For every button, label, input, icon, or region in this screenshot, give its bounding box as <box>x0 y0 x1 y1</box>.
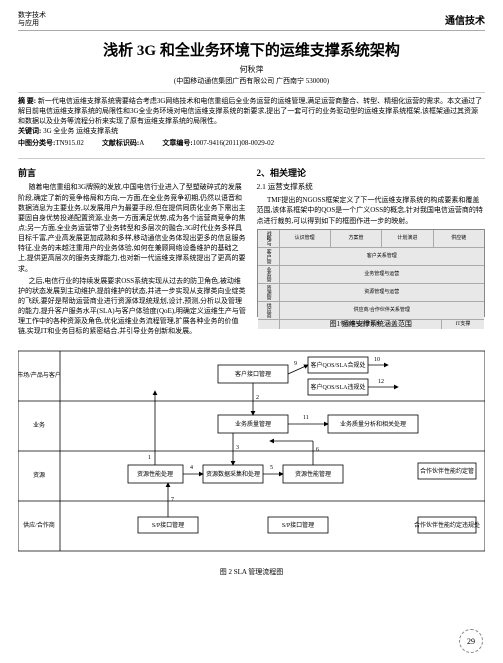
fig1-cell: 认识管理 <box>280 230 331 247</box>
clc: 中图分类号:TN915.02 <box>18 139 84 149</box>
fig1-cell: 客户管 <box>258 248 280 265</box>
header-category: 通信技术 <box>445 12 485 27</box>
s2-p1: TMF提出的NGOSS框架定义了下一代运维支撑系统的构成要素和覆盖范围,该体系框… <box>257 195 486 225</box>
page-header: 数字技术 与应用 通信技术 <box>18 12 485 31</box>
fig1-cell: 供应链 <box>434 230 484 247</box>
fig1-cell: 客户关系管理 <box>280 248 485 265</box>
svg-text:客户接口管理: 客户接口管理 <box>235 370 271 378</box>
keywords-text: 3G 全业务 运维支撑系统 <box>43 127 118 135</box>
svg-text:1: 1 <box>148 455 151 461</box>
svg-text:业务质量管理: 业务质量管理 <box>235 420 271 428</box>
svg-text:S/P接口管理: S/P接口管理 <box>282 521 314 529</box>
svg-text:2: 2 <box>256 395 259 401</box>
author-name: 何秋萍 <box>18 64 485 75</box>
fig1-cell: IT支撑 <box>442 320 484 329</box>
right-column: 2、相关理论 2.1 运营支撑系统 TMF提出的NGOSS框架定义了下一代运维支… <box>257 163 486 338</box>
fig1-cell: 供应商/合作伙伴关系管理 <box>280 302 485 319</box>
article-id: 文章编号:1007-9416(2011)08-0029-02 <box>162 139 274 149</box>
svg-text:S/P接口管理: S/P接口管理 <box>152 521 184 529</box>
svg-text:7: 7 <box>171 497 174 503</box>
section-2-1: 2.1 运营支撑系统 <box>257 182 486 193</box>
fig1-cell: 计划演进 <box>382 230 433 247</box>
abstract-block: 摘 要: 新一代电信运维支撑系统需要结合考虑3G网络技术和电信重组后全业务运营的… <box>18 92 485 159</box>
section-2-title: 2、相关理论 <box>257 167 486 180</box>
abstract-label: 摘 要: <box>18 97 36 105</box>
lane-3-label: 资源 <box>33 471 45 479</box>
svg-text:6: 6 <box>316 447 319 453</box>
fig1-cell: 资源管理与运营 <box>280 284 485 301</box>
fig1-cell <box>258 320 280 329</box>
lane-1-label: 市场/产品与客户 <box>18 371 61 379</box>
svg-text:业务质量分析和相关处理: 业务质量分析和相关处理 <box>340 420 406 428</box>
fig1-cell: 业务管 <box>258 266 280 283</box>
svg-text:5: 5 <box>270 465 273 471</box>
affiliation: (中国移动通信集团广西有限公司 广西南宁 530000) <box>18 76 485 86</box>
svg-text:12: 12 <box>378 379 384 385</box>
fig1-cell: 资源管 <box>258 284 280 301</box>
paper-title: 浅析 3G 和全业务环境下的运维支撑系统架构 <box>18 39 485 60</box>
svg-text:10: 10 <box>374 357 380 363</box>
fig1-cell: 业务管理与运营 <box>280 266 485 283</box>
fig1-cell: 供应商 <box>258 302 280 319</box>
svg-text:客户QOS/SLA合规处: 客户QOS/SLA合规处 <box>310 361 365 369</box>
section-1-title: 前言 <box>18 167 247 180</box>
figure-2-caption: 图 2 SLA 管理流程图 <box>18 567 485 577</box>
svg-text:合作伙伴性能约定违规处: 合作伙伴性能约定违规处 <box>414 521 480 529</box>
svg-text:9: 9 <box>294 361 297 367</box>
s1-p1: 随着电信重组和3G牌照的发放,中国电信行业进入了型塑破碎式的发展阶段,确定了新的… <box>18 182 247 273</box>
svg-text:客户QOS/SLA违规处: 客户QOS/SLA违规处 <box>310 383 365 391</box>
svg-text:4: 4 <box>190 465 193 471</box>
fig1-cell: 方案管 <box>331 230 382 247</box>
journal-name-2: 与应用 <box>18 20 46 28</box>
figure-1: 战略与认识管理方案管计划演进供应链客户管客户关系管理业务管业务管理与运营资源管资… <box>257 229 486 317</box>
s1-p2: 之后,电信行业的持续发展要求OSS系统实现从过去的防卫角色,被动维护的状态发展到… <box>18 276 247 337</box>
lane-4-label: 供应/合作商 <box>23 521 55 529</box>
svg-text:资源数据采集和处理: 资源数据采集和处理 <box>206 470 260 478</box>
abstract-text: 新一代电信运维支撑系统需要结合考虑3G网络技术和电信重组后全业务运营的运维管理,… <box>18 97 482 125</box>
figure-2: 市场/产品与客户 业务 资源 供应/合作商 客户接口管理 客户QOS/SLA合规… <box>18 347 485 565</box>
fig1-cell: 战略与 <box>258 230 280 247</box>
header-left: 数字技术 与应用 <box>18 12 46 27</box>
keywords-label: 关键词: <box>18 127 41 135</box>
doc-code: 文献标识码:A <box>102 139 144 149</box>
page-number: 29 <box>459 629 483 653</box>
lane-2-label: 业务 <box>33 421 45 429</box>
svg-text:资源性能处理: 资源性能处理 <box>137 470 173 478</box>
body-columns: 前言 随着电信重组和3G牌照的发放,中国电信行业进入了型塑破碎式的发展阶段,确定… <box>18 163 485 338</box>
svg-text:11: 11 <box>303 415 309 421</box>
svg-text:资源性能管理: 资源性能管理 <box>295 470 331 478</box>
left-column: 前言 随着电信重组和3G牌照的发放,中国电信行业进入了型塑破碎式的发展阶段,确定… <box>18 163 247 338</box>
svg-text:合作伙伴性能约定管: 合作伙伴性能约定管 <box>420 467 474 475</box>
svg-text:3: 3 <box>236 445 239 451</box>
